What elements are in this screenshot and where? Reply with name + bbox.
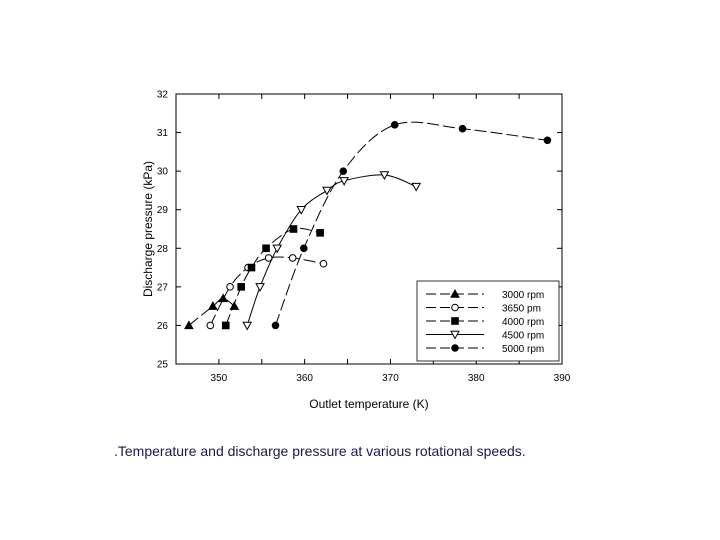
series-line [246,174,417,326]
data-point [255,283,265,292]
y-tick-label: 30 [157,167,169,178]
y-axis-tick-labels: 25 26 27 28 29 30 31 32 [157,90,169,371]
legend-marker [451,317,459,325]
data-point [272,244,283,254]
series-line [275,121,548,326]
data-point [247,263,256,272]
data-point [289,225,298,233]
data-point [411,182,422,192]
data-point [543,136,552,145]
y-tick-label: 31 [157,128,169,139]
data-point [379,171,390,181]
x-tick-label: 350 [211,373,228,384]
data-point [271,321,280,330]
data-point [208,301,218,310]
data-point [339,177,349,186]
y-tick-label: 32 [157,90,169,101]
series-4 [242,171,422,331]
series-1 [184,293,240,330]
legend-label: 3650 pm [502,304,541,315]
y-tick-label: 26 [157,321,169,332]
data-point [206,321,215,330]
series-3 [221,225,324,330]
data-point [390,121,399,129]
y-axis-label: Discharge pressure (kPa) [141,161,155,297]
x-tick-label: 380 [468,373,485,384]
x-axis-tick-labels: 350 360 370 380 390 [211,373,571,384]
legend-marker [450,330,460,340]
series-line [188,297,235,326]
x-axis-label: Outlet temperature (K) [309,397,428,411]
x-axis-ticks [218,94,563,364]
y-tick-label: 29 [157,205,169,216]
x-tick-label: 370 [382,373,399,384]
legend-label: 3000 rpm [502,290,544,301]
chart: 350 360 370 380 390 25 26 27 28 29 30 31 32 Outlet … [141,90,571,412]
data-point [242,321,253,331]
legend-label: 4000 rpm [502,317,544,328]
data-point [339,167,348,175]
legend-marker [451,303,459,312]
legend: 3000 rpm 3650 pm 4000 rpm 4500 rpm 5000 rpm [416,280,560,362]
data-point [322,186,332,196]
y-axis-ticks [176,93,562,365]
data-point [262,244,270,253]
data-point [226,283,234,291]
plot-frame [175,93,563,365]
series-line [209,256,324,326]
legend-label: 4500 rpm [502,331,544,342]
data-point [296,206,307,215]
x-tick-label: 360 [296,373,313,384]
legend-label: 5000 rpm [502,344,544,355]
data-point [300,244,308,253]
data-point [316,229,324,237]
y-tick-label: 25 [157,360,169,371]
legend-marker [450,288,460,298]
data-point [221,321,230,330]
series-layer [184,121,552,331]
data-point [184,320,194,330]
x-tick-label: 390 [554,373,571,384]
series-5 [271,121,552,330]
figure-caption: .Temperature and discharge pressure at v… [114,443,526,459]
data-point [319,259,328,268]
data-point [218,293,229,303]
series-2 [206,254,328,330]
y-tick-label: 27 [157,282,169,293]
data-point [288,254,297,262]
legend-marker [451,344,459,352]
data-point [237,283,245,291]
y-tick-label: 28 [157,244,169,255]
data-point [458,124,467,133]
